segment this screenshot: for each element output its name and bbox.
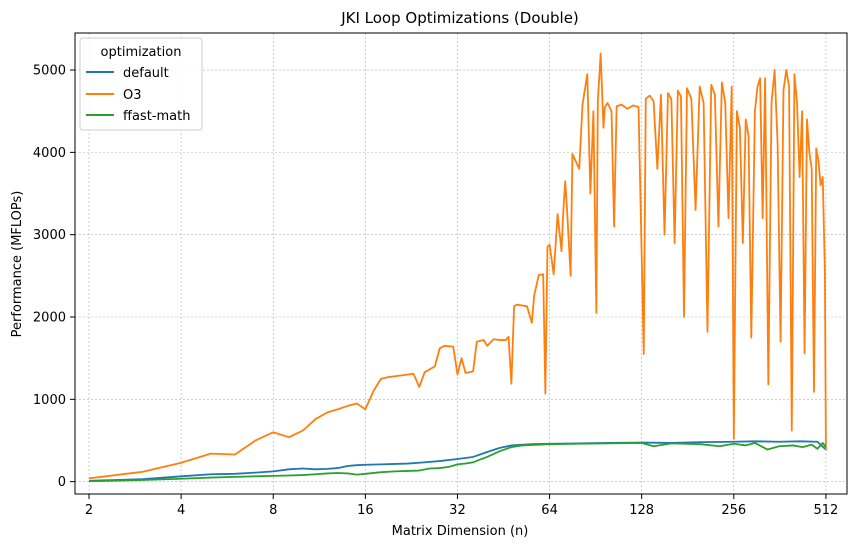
y-tick-label: 2000 [33,311,66,326]
y-axis-title: Performance (MFLOPs) [10,191,25,338]
y-tick-label: 5000 [33,64,66,79]
x-axis-title: Matrix Dimension (n) [392,524,529,539]
series-line-default [88,440,827,482]
legend-box [79,37,203,131]
series-line-ffast-math [88,442,827,483]
x-tick-label: 8 [269,503,277,518]
x-tick-label: 512 [814,503,839,518]
x-tick-label: 64 [541,503,558,518]
y-tick-label: 4000 [33,146,66,161]
plot-frame [74,32,848,495]
legend-label-ffast-math: ffast-math [123,109,190,124]
series-line-o3 [88,52,827,480]
x-axis: 2 4 8 16 32 64 128 256 512 [85,494,838,518]
x-tick-label: 4 [177,503,185,518]
y-tick-label: 1000 [33,393,66,408]
x-tick-label: 2 [85,503,93,518]
y-tick-label: 3000 [33,228,66,243]
y-tick-label: 0 [58,475,66,490]
y-axis: 0 1000 2000 3000 4000 5000 [33,64,75,490]
x-tick-label: 256 [721,503,746,518]
legend-title: optimization [101,45,182,60]
chart-title: JKI Loop Optimizations (Double) [340,9,579,27]
legend: optimization default O3 ffast-math [79,37,203,131]
legend-label-o3: O3 [123,88,142,103]
x-tick-label: 32 [449,503,466,518]
x-tick-label: 128 [629,503,654,518]
legend-label-default: default [123,66,169,81]
x-tick-label: 16 [357,503,374,518]
series-lines [88,52,827,483]
